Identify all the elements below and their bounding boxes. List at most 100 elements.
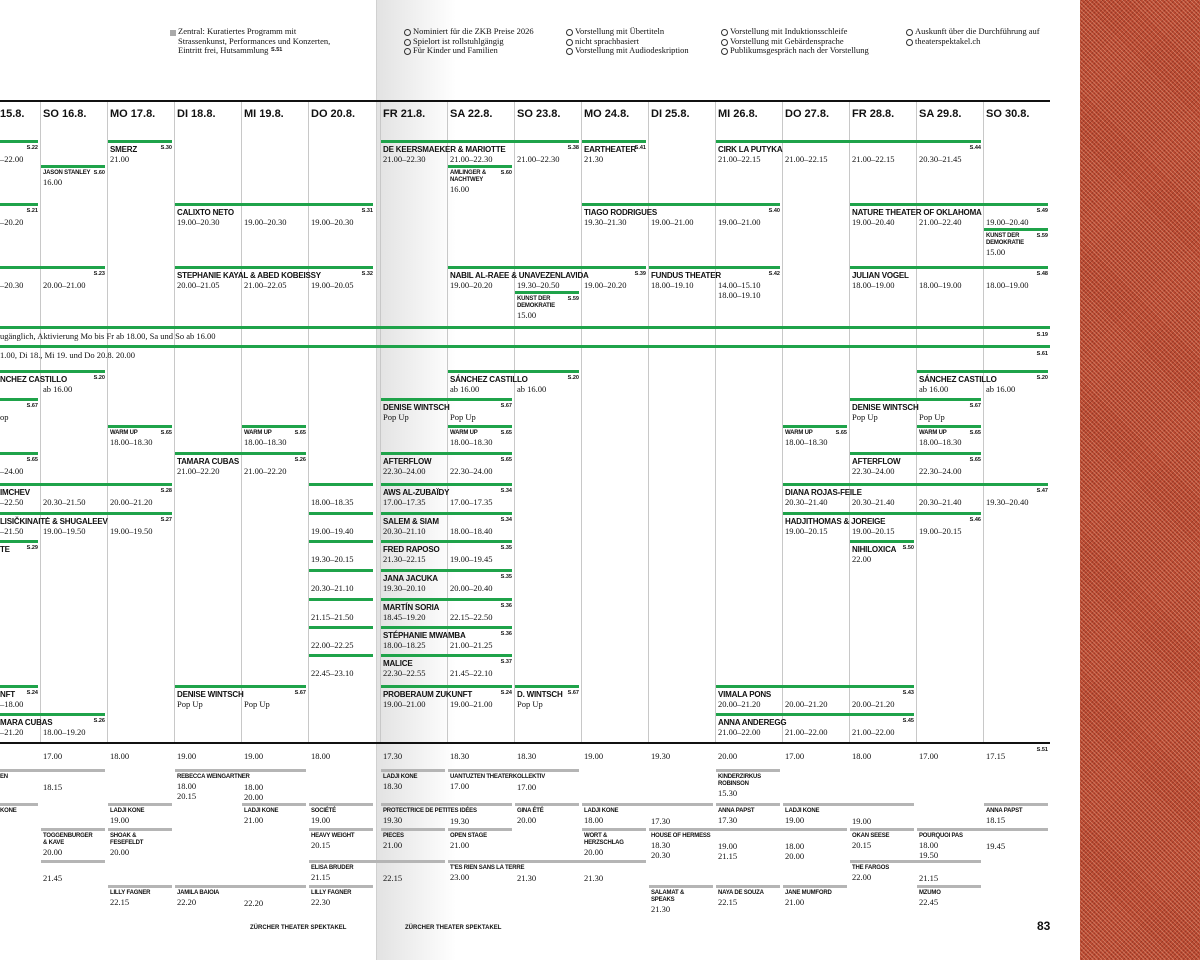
- show-time: 21.00–22.30: [383, 154, 426, 164]
- show-time: –21.20: [0, 727, 24, 737]
- page-ref: S.67: [969, 403, 981, 409]
- event-title: SÁNCHEZ CASTILLO: [450, 375, 528, 384]
- page-ref: S.19: [1036, 332, 1048, 338]
- event-cell: 19.00–21.00: [718, 217, 781, 227]
- event-cell: MARTÍN SORIA 18.45–19.20: [383, 603, 498, 622]
- band-bar: [0, 326, 1050, 329]
- show-time: 20.00: [785, 851, 805, 861]
- event-cell: 19.00 21.15: [718, 841, 781, 861]
- show-time: 18.00–18.30: [110, 437, 153, 447]
- show-time: 16.00: [450, 184, 470, 194]
- show-time: 22.45–23.10: [311, 668, 354, 678]
- event-bar: [448, 828, 512, 831]
- event-cell: KUNST DER DEMOKRATIE 15.00: [986, 233, 1034, 257]
- page-ref: S.21: [26, 208, 38, 214]
- event-title: EARTHEATER: [584, 145, 637, 154]
- event-cell: PROTECTRICE DE PETITES IDÉES 19.30: [383, 808, 498, 825]
- legend-text: Auskunft über die Durchführung auf: [915, 26, 1040, 36]
- event-cell: 20.00–21.20: [852, 699, 915, 709]
- gutter-shadow: [376, 0, 456, 960]
- show-time: 21.00–22.15: [718, 154, 761, 164]
- show-time: 14.00–15.10: [718, 280, 761, 290]
- event-cell: 22.15: [383, 873, 446, 883]
- event-title: DIANA ROJAS-FEILE: [785, 488, 862, 497]
- show-time: 19.30–20.50: [517, 280, 560, 290]
- page-ref: S.65: [500, 430, 512, 436]
- show-time: 18.30: [517, 751, 537, 761]
- event-cell: 19.00–21.00: [450, 699, 513, 709]
- event-cell: 19.00: [852, 816, 915, 826]
- event-title: KUNST DER DEMOKRATIE: [517, 296, 555, 309]
- event-cell: ANNA PAPST 17.30: [718, 808, 766, 825]
- event-title: THE FARGOS: [852, 865, 890, 871]
- event-cell: –24.00: [0, 466, 24, 476]
- show-time: 21.00–22.00: [785, 727, 828, 737]
- event-bar: [309, 885, 373, 888]
- band-bar: [0, 345, 1050, 348]
- day-header: 15.8.: [0, 108, 25, 120]
- event-cell: 19.00–20.05: [311, 280, 374, 290]
- show-time: 16.00: [43, 177, 63, 187]
- event-bar: [108, 828, 172, 831]
- legend-icon: [721, 38, 728, 46]
- page-ref: S.30: [160, 145, 172, 151]
- event-cell: 17.00–17.35: [450, 497, 513, 507]
- page-ref: S.59: [1036, 233, 1048, 239]
- show-time: 19.00–19.50: [43, 526, 86, 536]
- show-time: 21.00–22.05: [244, 280, 287, 290]
- page-ref: S.45: [902, 718, 914, 724]
- event-title: CALIXTO NETO: [177, 208, 234, 217]
- show-time: ab 16.00: [450, 384, 480, 394]
- event-title: JANA JACUKA: [383, 574, 438, 583]
- event-cell: Pop Up: [919, 412, 982, 422]
- event-bar: [309, 626, 373, 629]
- event-title: SOCIÉTÉ: [311, 808, 336, 814]
- page-ref: S.44: [969, 145, 981, 151]
- event-cell: NFT –18.00: [0, 690, 24, 709]
- event-cell: 18.00–19.00: [919, 280, 982, 290]
- show-time: 19.00–21.00: [450, 699, 493, 709]
- event-cell: op: [0, 412, 24, 422]
- event-bar: [582, 828, 646, 831]
- event-cell: 18.15: [43, 782, 106, 792]
- event-title: DENISE WINTSCH: [383, 403, 450, 412]
- event-bar: [175, 452, 306, 455]
- event-cell: CIRK LA PUTYKA 21.00–22.15: [718, 145, 967, 164]
- event-title: KINDERZIRKUS ROBINSON: [718, 774, 761, 787]
- event-cell: 17.00: [43, 751, 1034, 761]
- page-ref: S.42: [768, 271, 780, 277]
- event-bar: [381, 828, 445, 831]
- show-time: 18.00–19.00: [986, 280, 1029, 290]
- event-bar: [309, 828, 373, 831]
- show-time: Pop Up: [244, 699, 270, 709]
- event-cell: 21.15: [919, 873, 982, 883]
- legend-icon: [721, 48, 728, 55]
- show-time: 23.00: [450, 872, 470, 882]
- event-title: EN: [0, 774, 8, 780]
- event-bar: [448, 266, 646, 269]
- show-time: –20.30: [0, 280, 24, 290]
- event-cell: 22.20: [244, 898, 307, 908]
- legend-text: Eintritt frei, Hutsammlung: [178, 45, 269, 55]
- show-time: 20.00–21.05: [177, 280, 220, 290]
- show-time: 19.00–20.20: [584, 280, 627, 290]
- event-bar: [917, 425, 981, 428]
- show-time: 20.00: [584, 847, 604, 857]
- event-cell: NAYA DE SOUZA 22.15: [718, 890, 766, 907]
- event-cell: SHOAK & FESEFELDT 20.00: [110, 833, 158, 857]
- show-time: 17.00: [43, 751, 63, 761]
- event-cell: 19.30: [651, 751, 714, 761]
- event-cell: 19.00–19.40: [311, 526, 359, 536]
- event-bar: [309, 654, 373, 657]
- event-cell: ELISA BRUDER 21.15: [311, 865, 431, 882]
- event-bar: [108, 803, 172, 806]
- event-bar: [783, 425, 847, 428]
- show-time: 18.00–18.30: [919, 437, 962, 447]
- show-time: 19.00–20.30: [244, 217, 287, 227]
- event-bar: [309, 540, 373, 543]
- event-title: AFTERFLOW: [383, 457, 432, 466]
- event-bar: [0, 452, 38, 455]
- event-bar: [242, 425, 306, 428]
- show-time: 21.00: [450, 840, 470, 850]
- event-cell: STÉPHANIE MWAMBA 18.00–18.25: [383, 631, 498, 650]
